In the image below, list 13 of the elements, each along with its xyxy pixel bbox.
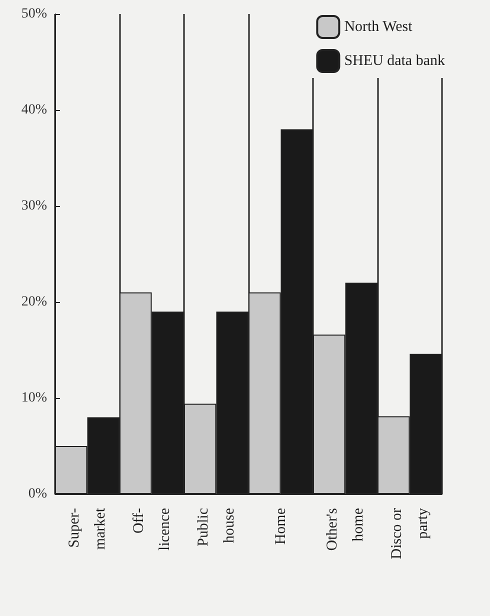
x-tick-label: Public house [195,508,238,546]
legend-label: North West [344,19,414,35]
x-tick-label: Super- market [66,507,108,550]
y-tick-label: 20% [21,294,48,310]
legend-label: SHEU data bank [344,53,446,69]
y-tick-label: 10% [21,390,48,406]
y-tick-label: 50% [21,6,48,22]
x-tick-label: Disco or party [388,508,431,560]
y-tick-label: 30% [21,198,48,214]
y-tick-label: 0% [28,486,48,502]
x-tick-label: Other's home [324,508,366,551]
y-tick-label: 40% [21,102,48,118]
x-tick-label: Home [272,508,289,545]
